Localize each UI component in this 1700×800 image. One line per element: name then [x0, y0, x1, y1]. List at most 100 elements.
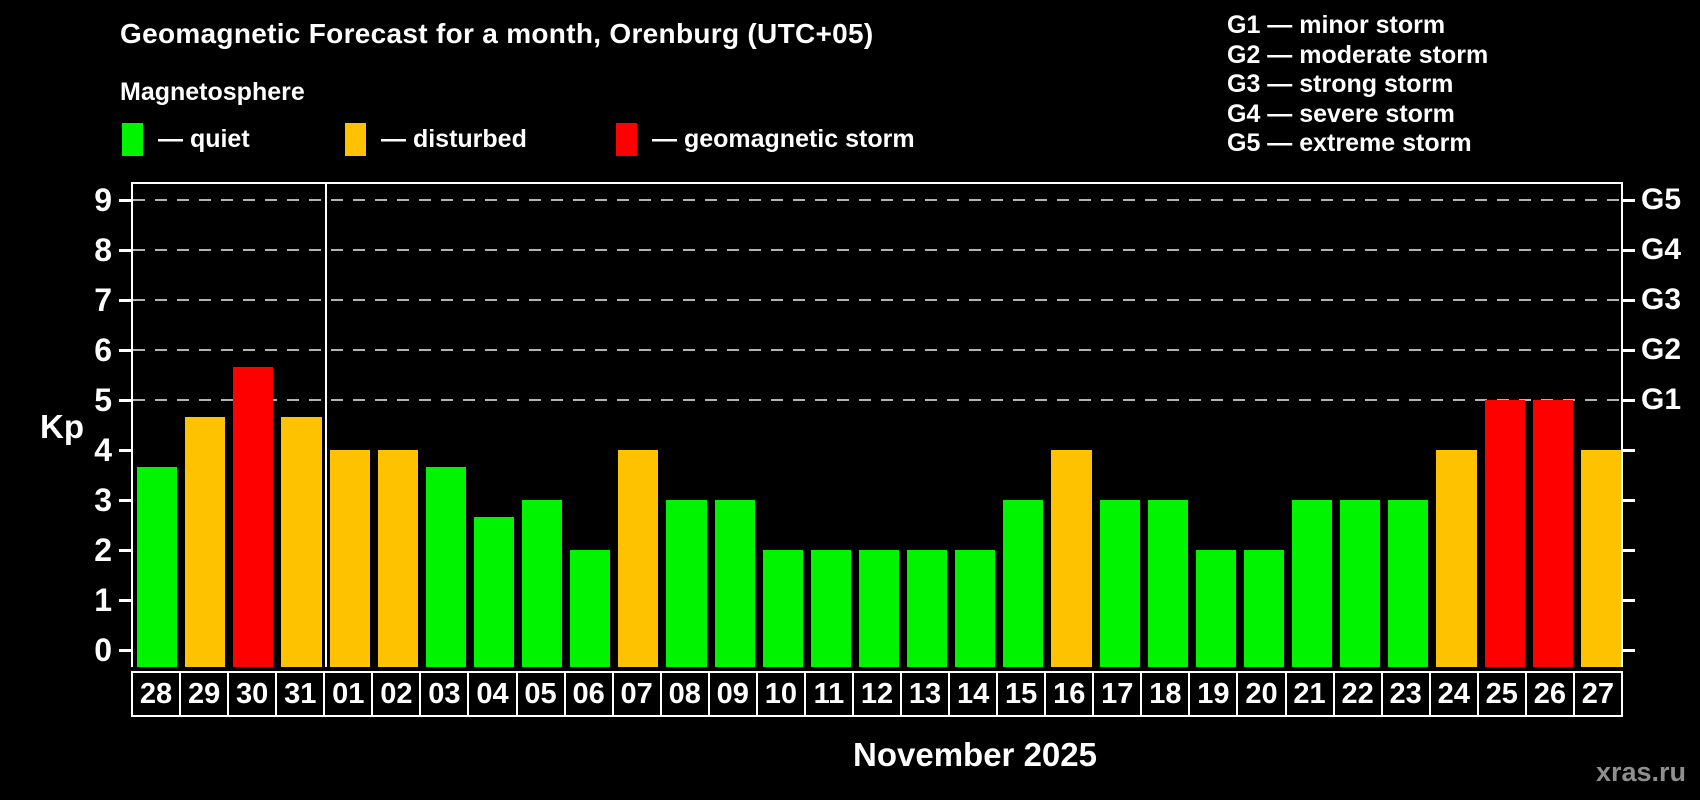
date-cell-24: 24	[1428, 673, 1477, 715]
legend-label-disturbed: — disturbed	[381, 124, 527, 153]
x-axis-date-row: 28 29 30 31 01 02 03 04 05 06 07 08 09 10 11 12 13 14 15 16…	[131, 671, 1623, 717]
y-tick-label-8: 8	[94, 232, 112, 268]
kp-bar-25	[1484, 400, 1525, 667]
storm-legend-swatch	[616, 122, 637, 156]
kp-bar-05	[522, 500, 563, 667]
date-cell-03: 03	[419, 673, 467, 715]
date-cell-20: 20	[1236, 673, 1284, 715]
y-axis-tick-8	[119, 249, 132, 252]
storm-scale-line-3: G3 — strong storm	[1227, 70, 1454, 98]
y-axis-tick-2	[119, 549, 132, 552]
kp-bar-27	[1580, 450, 1621, 667]
kp-bar-17	[1099, 500, 1140, 667]
y-tick-label-7: 7	[94, 282, 112, 318]
date-cell-02: 02	[371, 673, 419, 715]
date-cell-09: 09	[707, 673, 756, 715]
month-separator-line	[324, 184, 327, 667]
legend-label-storm: — geomagnetic storm	[652, 124, 915, 153]
quiet-legend-swatch	[122, 122, 143, 156]
date-cell-16: 16	[1044, 673, 1092, 715]
y-tick-label-1: 1	[94, 582, 112, 618]
chart-title: Geomagnetic Forecast for a month, Orenbu…	[120, 18, 874, 49]
date-cell-18: 18	[1140, 673, 1188, 715]
kp-bar-10	[762, 550, 803, 667]
date-cell-29: 29	[179, 673, 227, 715]
y-axis-tick-0	[119, 649, 132, 652]
right-axis-tick-6	[1622, 349, 1635, 352]
date-cell-27: 27	[1572, 673, 1621, 715]
g-scale-label-G5: G5	[1641, 183, 1682, 216]
y-axis-tick-6	[119, 349, 132, 352]
date-cell-08: 08	[659, 673, 708, 715]
right-axis-tick-9	[1622, 199, 1635, 202]
date-cell-31: 31	[275, 673, 323, 715]
x-axis-title: November 2025	[853, 736, 1097, 773]
y-axis-tick-4	[119, 449, 132, 452]
kp-bar-06	[570, 550, 611, 667]
y-tick-label-0: 0	[94, 632, 112, 668]
y-axis-tick-5	[119, 399, 132, 402]
date-cell-22: 22	[1332, 673, 1381, 715]
kp-bar-14	[955, 550, 996, 667]
y-tick-label-6: 6	[94, 332, 112, 368]
g-scale-label-G2: G2	[1641, 333, 1682, 366]
watermark: xras.ru	[1595, 757, 1686, 787]
date-cell-14: 14	[948, 673, 996, 715]
kp-bar-26	[1532, 400, 1573, 667]
legend-item-disturbed: — disturbed	[345, 121, 527, 157]
y-axis-tick-9	[119, 199, 132, 202]
right-axis-tick-1	[1622, 599, 1635, 602]
right-axis-tick-2	[1622, 549, 1635, 552]
legend-label-quiet: — quiet	[158, 124, 250, 153]
date-cell-25: 25	[1476, 673, 1525, 715]
right-axis-tick-4	[1622, 449, 1635, 452]
legend-item-storm: — geomagnetic storm	[616, 121, 915, 157]
plot-area	[131, 182, 1623, 667]
g-scale-label-G4: G4	[1641, 233, 1682, 266]
y-axis-tick-1	[119, 599, 132, 602]
date-cell-23: 23	[1380, 673, 1429, 715]
date-cell-19: 19	[1188, 673, 1236, 715]
kp-bar-22	[1340, 500, 1381, 667]
kp-bar-24	[1436, 450, 1477, 667]
kp-bar-02	[377, 450, 418, 667]
legend-item-quiet: — quiet	[122, 121, 250, 157]
kp-bar-11	[810, 550, 851, 667]
kp-bar-28	[137, 466, 178, 667]
date-cell-21: 21	[1284, 673, 1333, 715]
right-axis-tick-0	[1622, 649, 1635, 652]
date-cell-26: 26	[1524, 673, 1573, 715]
y-axis-title: Kp	[40, 408, 84, 445]
kp-bar-04	[473, 516, 515, 667]
kp-bar-03	[425, 466, 466, 667]
right-axis-tick-7	[1622, 299, 1635, 302]
y-tick-label-9: 9	[94, 182, 112, 218]
status-legend: — quiet — disturbed — geomagnetic storm	[122, 121, 1022, 157]
date-cell-10: 10	[755, 673, 804, 715]
date-cell-28: 28	[139, 677, 173, 710]
y-tick-label-4: 4	[94, 432, 112, 468]
y-tick-label-5: 5	[94, 382, 112, 418]
kp-bar-01	[329, 450, 370, 667]
y-tick-label-2: 2	[94, 532, 112, 568]
gridline-kp9	[133, 199, 1621, 201]
kp-bar-23	[1388, 500, 1429, 667]
date-cell-04: 04	[467, 673, 515, 715]
g-scale-label-G1: G1	[1641, 383, 1682, 416]
kp-bar-31	[281, 416, 322, 667]
storm-scale-line-4: G4 — severe storm	[1227, 99, 1455, 128]
kp-bar-07	[618, 450, 659, 667]
date-cell-06: 06	[563, 673, 612, 715]
date-cell-13: 13	[900, 673, 948, 715]
gridline-kp7	[133, 299, 1621, 301]
storm-scale-line-2: G2 — moderate storm	[1227, 40, 1489, 69]
y-axis-tick-7	[119, 299, 132, 302]
storm-scale-line-1: G1 — minor storm	[1227, 11, 1446, 39]
gridline-kp5	[133, 399, 1621, 401]
disturbed-legend-swatch	[345, 122, 366, 156]
kp-bar-18	[1147, 500, 1188, 667]
kp-bar-29	[185, 416, 226, 667]
date-cell-15: 15	[996, 673, 1044, 715]
kp-bar-21	[1292, 500, 1333, 667]
